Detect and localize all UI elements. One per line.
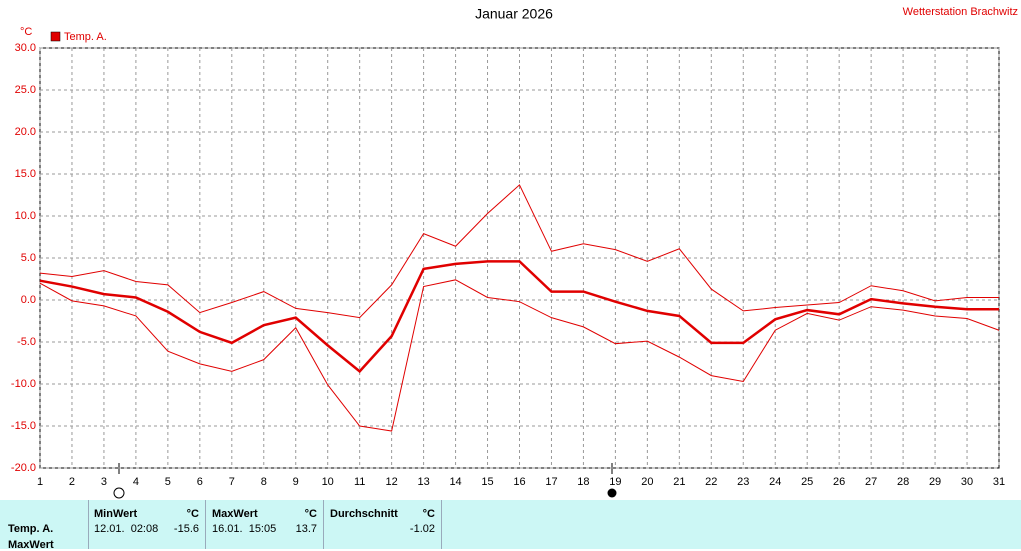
- x-tick-label: 29: [929, 476, 941, 488]
- x-tick-label: 27: [865, 476, 877, 488]
- y-tick-label: -10.0: [11, 378, 36, 390]
- y-unit: °C: [20, 26, 32, 38]
- y-tick-label: 15.0: [15, 168, 36, 180]
- x-tick-label: 20: [641, 476, 653, 488]
- y-tick-label: -15.0: [11, 420, 36, 432]
- x-tick-label: 24: [769, 476, 781, 488]
- x-tick-label: 25: [801, 476, 813, 488]
- x-tick-label: 15: [481, 476, 493, 488]
- x-tick-label: 4: [133, 476, 139, 488]
- header: °C: [422, 508, 435, 520]
- chart-title: Januar 2026: [475, 6, 553, 22]
- y-tick-label: 5.0: [21, 252, 36, 264]
- x-tick-label: 10: [322, 476, 334, 488]
- y-tick-label: 25.0: [15, 84, 36, 96]
- x-tick-label: 31: [993, 476, 1005, 488]
- x-tick-label: 22: [705, 476, 717, 488]
- row-label: MaxWert: [8, 539, 54, 551]
- x-tick-label: 26: [833, 476, 845, 488]
- x-tick-label: 30: [961, 476, 973, 488]
- cell: -15.6: [173, 523, 199, 535]
- x-tick-label: 16: [513, 476, 525, 488]
- x-tick-label: 9: [293, 476, 299, 488]
- x-tick-label: 17: [545, 476, 557, 488]
- max-line: [39, 184, 999, 319]
- x-tick-label: 12: [386, 476, 398, 488]
- row-label: Temp. A.: [8, 523, 54, 535]
- y-tick-label: 30.0: [15, 42, 36, 54]
- new-moon-icon: [607, 488, 617, 498]
- mean-line: [39, 260, 999, 374]
- x-tick-label: 19: [609, 476, 621, 488]
- x-tick-label: 13: [417, 476, 429, 488]
- y-tick-label: 0.0: [21, 294, 36, 306]
- x-tick-label: 5: [165, 476, 171, 488]
- legend-swatch: [50, 31, 61, 42]
- label-column: Temp. A. MaxWert: [0, 500, 89, 551]
- x-tick-label: 6: [197, 476, 203, 488]
- full-moon-icon: [113, 487, 125, 499]
- y-tick-label: 20.0: [15, 126, 36, 138]
- header: Durchschnitt: [330, 508, 398, 520]
- x-tick-label: 11: [354, 476, 365, 488]
- x-tick-label: 7: [229, 476, 235, 488]
- header: MinWert: [94, 508, 138, 520]
- max-column: MaxWert °C 16.01. 15:05 13.7: [206, 500, 324, 549]
- cell: 16.01. 15:05: [212, 523, 277, 535]
- x-tick-label: 1: [37, 476, 43, 488]
- min-column: MinWert °C 12.01. 02:08 -15.6: [89, 500, 206, 549]
- x-tick-label: 28: [897, 476, 909, 488]
- x-tick-label: 2: [69, 476, 75, 488]
- cell: -1.02: [409, 523, 435, 535]
- x-tick-label: 23: [737, 476, 749, 488]
- x-tick-label: 3: [101, 476, 107, 488]
- x-tick-label: 8: [261, 476, 267, 488]
- x-tick-label: 18: [577, 476, 589, 488]
- header: °C: [186, 508, 199, 520]
- header: °C: [304, 508, 317, 520]
- y-tick-label: -5.0: [17, 336, 36, 348]
- y-tick-label: -20.0: [11, 462, 36, 474]
- x-tick-label: 14: [449, 476, 461, 488]
- summary-panel: Temp. A. MaxWert MinWert °C 12.01. 02:08…: [0, 500, 1021, 551]
- header: MaxWert: [212, 508, 258, 520]
- chart: Januar 2026 Wetterstation Brachwitz °C 3…: [11, 6, 1018, 499]
- legend-label: Temp. A.: [64, 31, 107, 43]
- station-name: Wetterstation Brachwitz: [903, 6, 1018, 18]
- min-line: [39, 279, 1000, 432]
- y-tick-label: 10.0: [15, 210, 36, 222]
- x-tick-label: 21: [673, 476, 685, 488]
- cell: 13.7: [295, 523, 317, 535]
- avg-column: Durchschnitt °C -1.02: [324, 500, 442, 549]
- cell: 12.01. 02:08: [94, 523, 159, 535]
